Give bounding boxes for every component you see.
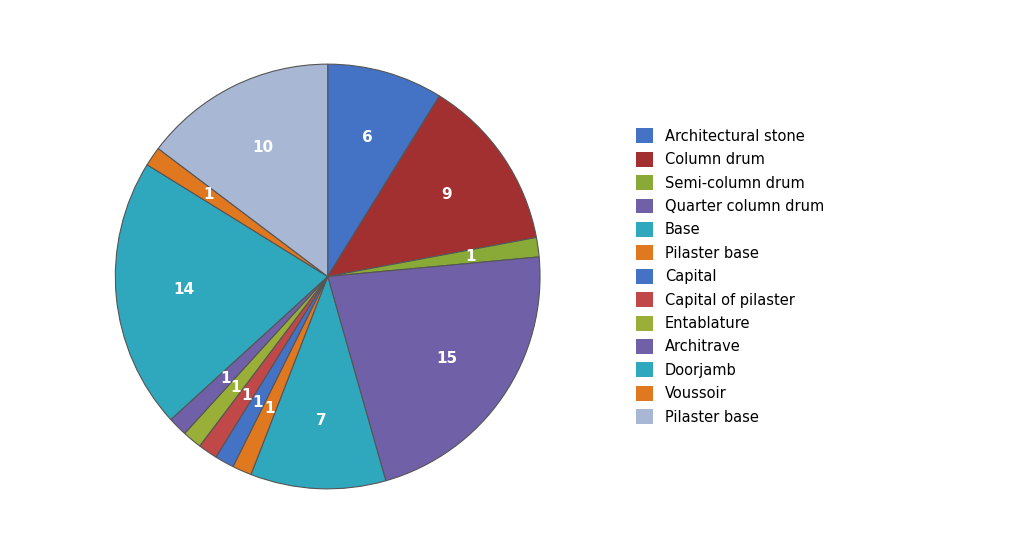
Wedge shape <box>184 276 328 446</box>
Wedge shape <box>328 96 537 276</box>
Wedge shape <box>328 64 439 276</box>
Wedge shape <box>147 149 328 276</box>
Text: 1: 1 <box>241 388 251 403</box>
Text: 1: 1 <box>230 380 241 395</box>
Text: 1: 1 <box>466 249 476 264</box>
Text: 1: 1 <box>204 187 214 202</box>
Wedge shape <box>251 276 386 489</box>
Text: 15: 15 <box>436 351 458 366</box>
Text: 6: 6 <box>361 130 373 145</box>
Text: 7: 7 <box>315 413 327 428</box>
Text: 10: 10 <box>253 140 273 155</box>
Text: 1: 1 <box>252 395 263 410</box>
Wedge shape <box>116 165 328 420</box>
Wedge shape <box>328 257 540 481</box>
Text: 9: 9 <box>441 187 453 202</box>
Text: 1: 1 <box>220 371 230 386</box>
Wedge shape <box>200 276 328 457</box>
Wedge shape <box>216 276 328 467</box>
Text: 1: 1 <box>264 401 274 416</box>
Wedge shape <box>159 64 328 276</box>
Wedge shape <box>171 276 328 434</box>
Legend: Architectural stone, Column drum, Semi-column drum, Quarter column drum, Base, P: Architectural stone, Column drum, Semi-c… <box>636 128 824 425</box>
Wedge shape <box>233 276 328 474</box>
Wedge shape <box>328 237 539 276</box>
Text: 14: 14 <box>173 283 195 298</box>
